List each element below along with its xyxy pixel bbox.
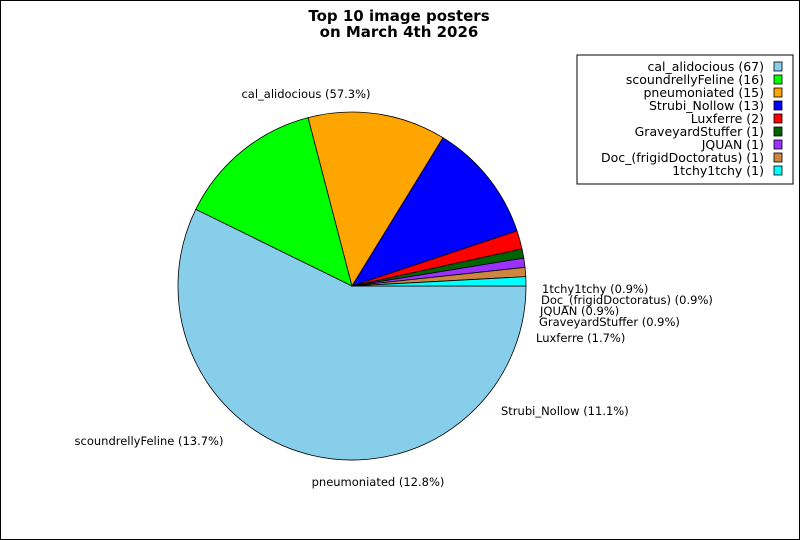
chart-title-line-1: Top 10 image posters [308, 7, 489, 25]
pie-slice-pneumoniated [307, 111, 444, 288]
legend: cal_alidocious (67)scoundrellyFeline (16… [576, 54, 794, 185]
legend-swatch [773, 126, 783, 137]
slice-label: pneumoniated (12.8%) [312, 475, 445, 489]
legend-swatch [773, 139, 783, 150]
legend-label: 1tchy1tchy (1) [672, 163, 764, 178]
legend-label: Doc_(frigidDoctoratus) (1) [601, 150, 764, 165]
slice-label: GraveyardStuffer (0.9%) [539, 315, 680, 329]
slice-label: 1tchy1tchy (0.9%) [542, 282, 648, 296]
pie-slices [177, 111, 527, 461]
legend-label: JQUAN (1) [701, 137, 764, 152]
legend-swatch [773, 113, 783, 124]
slice-label: JQUAN (0.9%) [539, 304, 619, 318]
pie-slice-strubi-nollow [351, 137, 518, 287]
pie-slice-1tchy1tchy [351, 276, 527, 287]
legend-swatch [773, 74, 783, 85]
legend-swatch [773, 61, 783, 72]
slice-labels: cal_alidocious (57.3%) scoundrellyFeline … [75, 87, 713, 489]
legend-label: Strubi_Nollow (13) [649, 98, 764, 113]
legend-swatch [773, 152, 783, 163]
legend-swatch [773, 165, 783, 176]
legend-label: GraveyardStuffer (1) [635, 124, 764, 139]
slice-label: cal_alidocious (57.3%) [241, 87, 370, 101]
slice-label: scoundrellyFeline (13.7%) [75, 434, 224, 448]
legend-swatch [773, 87, 783, 98]
slice-label: Luxferre (1.7%) [536, 331, 625, 345]
legend-label: cal_alidocious (67) [647, 59, 764, 74]
pie-slice-scoundrellyfeline [195, 117, 353, 287]
slice-label: Strubi_Nollow (11.1%) [501, 404, 629, 418]
legend-label: Luxferre (2) [691, 111, 764, 126]
legend-swatch [773, 100, 783, 111]
legend-label: pneumoniated (15) [643, 85, 764, 100]
legend-label: scoundrellyFeline (16) [626, 72, 764, 87]
pie-slice-cal-alidocious [177, 208, 527, 461]
legend-box [576, 54, 794, 185]
chart-title-line-2: on March 4th 2026 [320, 23, 479, 41]
slice-label: Doc_(frigidDoctoratus) (0.9%) [541, 293, 713, 307]
